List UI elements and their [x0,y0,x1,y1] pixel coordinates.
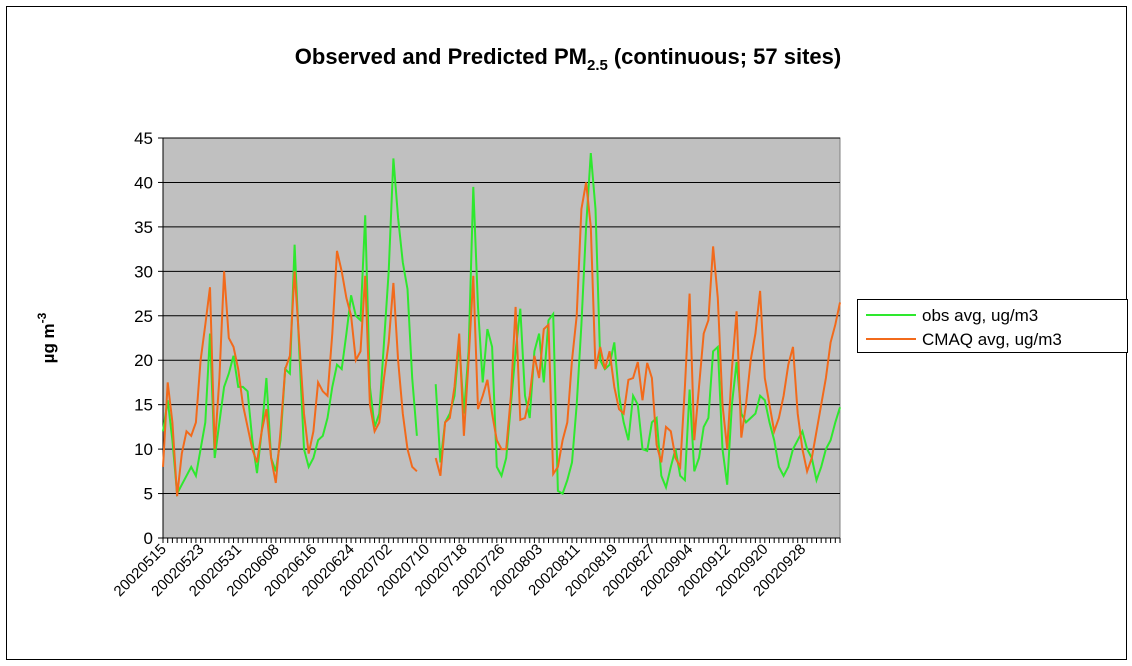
title-subscript: 2.5 [587,57,608,74]
legend-label: CMAQ avg, ug/m3 [922,330,1062,349]
title-text: (continuous; 57 sites) [614,44,841,69]
legend-label: obs avg, ug/m3 [922,306,1038,325]
y-tick-label: 45 [134,129,153,148]
chart-title: Observed and Predicted PM2.5 (continuous;… [295,44,841,74]
legend: obs avg, ug/m3 CMAQ avg, ug/m3 [857,299,1128,353]
y-tick-label: 0 [144,529,153,548]
y-tick-label: 5 [144,485,153,504]
y-axis-label: µg m-3 [35,312,58,363]
legend-box [857,299,1128,353]
y-tick-label: 15 [134,396,153,415]
y-tick-label: 30 [134,262,153,281]
y-tick-label: 20 [134,351,153,370]
y-tick-label: 40 [134,173,153,192]
title-text: Observed and Predicted PM [295,44,587,69]
y-label-text: µg m [39,323,58,363]
plot-area: 0510152025303540452002051520020523200205… [111,129,841,600]
data-line [162,182,841,497]
y-tick-label: 35 [134,218,153,237]
y-tick-label: 25 [134,307,153,326]
y-label-superscript: -3 [35,312,49,323]
y-tick-label: 10 [134,440,153,459]
